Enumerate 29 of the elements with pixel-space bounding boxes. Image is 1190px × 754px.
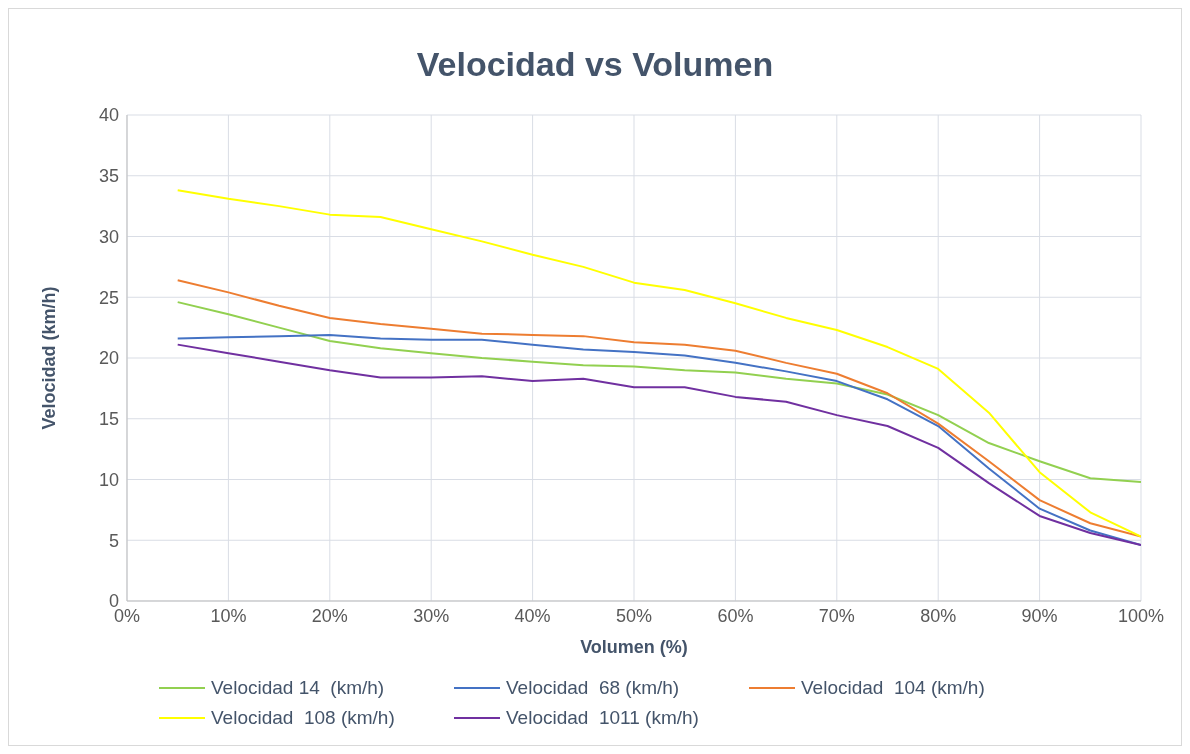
y-tick-label: 25 [98,287,119,308]
y-tick-label: 35 [98,166,119,187]
x-tick-label: 30% [413,605,450,626]
line-series [176,189,1141,538]
y-tick-label: 20 [98,348,119,369]
legend-label: Velocidad 108 (km/h) [211,707,395,729]
x-tick-label: 40% [514,605,551,626]
legend-label: Velocidad 68 (km/h) [506,677,680,699]
y-axis-title: Velocidad (km/h) [39,286,60,430]
legend-label: Velocidad 104 (km/h) [801,677,985,699]
x-tick-label: 100% [1117,605,1165,626]
x-tick-label: 10% [210,605,247,626]
line-series [176,301,1141,483]
x-tick-label: 20% [311,605,348,626]
legend-label: Velocidad 14 (km/h) [211,677,385,699]
x-tick-label: 90% [1021,605,1058,626]
x-tick-label: 80% [920,605,957,626]
y-tick-label: 10 [98,469,119,490]
y-tick-label: 15 [98,409,119,430]
x-tick-label: 70% [818,605,855,626]
y-tick-label: 40 [98,105,119,126]
y-tick-label: 5 [108,530,119,551]
x-axis-title: Volumen (%) [580,637,688,657]
line-series [176,279,1141,538]
x-tick-label: 50% [615,605,653,626]
y-tick-label: 30 [98,226,119,247]
chart-title: Velocidad vs Volumen [415,44,775,83]
legend-label: Velocidad 1011 (km/h) [506,707,699,729]
x-tick-label: 60% [717,605,754,626]
